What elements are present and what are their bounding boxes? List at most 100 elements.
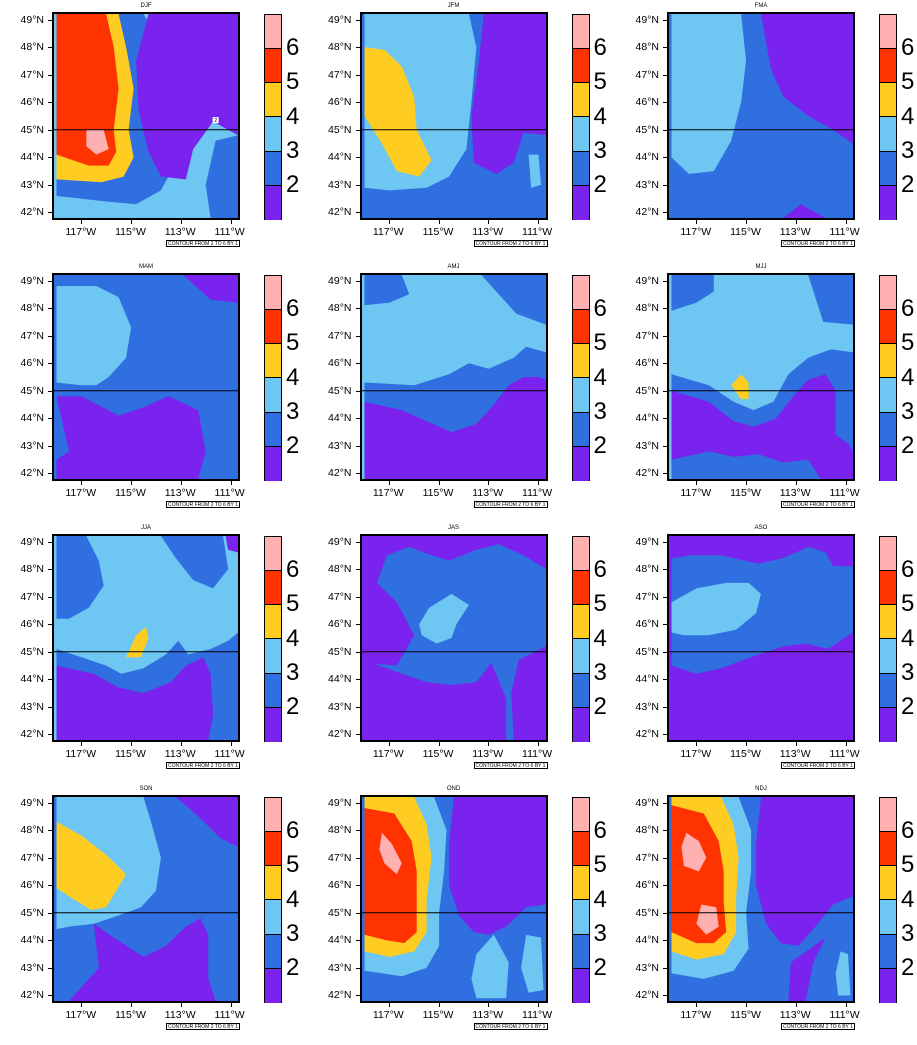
colorbar-swatch [880, 15, 896, 50]
lat-tick [663, 885, 667, 887]
lat-tick [663, 212, 667, 214]
lon-label: 113°W [779, 487, 811, 499]
contour-info-label: CONTOUR FROM 2 TO 6 BY 1 [473, 1023, 548, 1030]
map-panel-jfm: JFM 49°N 48°N 47°N 46°N 45°N 44°N 43°N 42°N 117°W… [308, 2, 608, 262]
contour-region-level-3 [528, 154, 541, 188]
colorbar-swatch [265, 310, 281, 345]
lat-label: 45°N [20, 906, 44, 919]
lat-tick [355, 651, 360, 653]
colorbar-label: 6 [593, 295, 607, 323]
lat-tick [663, 995, 667, 997]
lon-label: 117°W [65, 487, 97, 499]
lat-label: 47°N [328, 590, 352, 603]
lat-label: 45°N [20, 645, 44, 658]
lon-label: 117°W [372, 748, 404, 760]
lat-tick [355, 802, 360, 804]
lat-tick [663, 624, 667, 626]
colorbar-label: 5 [593, 851, 607, 879]
colorbar [879, 275, 897, 481]
colorbar-label: 3 [286, 397, 300, 425]
map-panel-mjj: MJJ 49°N 48°N 47°N 46°N 45°N 44°N 43°N 42°N 117°W… [615, 263, 915, 523]
contour-region-level-2 [205, 135, 238, 218]
lon-label: 113°W [472, 226, 504, 238]
lon-tick [230, 220, 232, 224]
contour-info-label: CONTOUR FROM 2 TO 6 BY 1 [473, 501, 548, 508]
lat-label: 43°N [328, 439, 352, 452]
colorbar-swatch [572, 605, 589, 640]
lat-label: 44°N [635, 412, 659, 425]
lat-label: 43°N [635, 700, 659, 713]
lon-tick [81, 220, 83, 224]
svg-text:2: 2 [214, 118, 217, 124]
contour-region-level-2 [160, 536, 229, 589]
colorbar [571, 797, 590, 1003]
lon-tick [230, 742, 232, 746]
colorbar-swatch [572, 571, 589, 606]
contour-region-level-1 [470, 14, 546, 174]
lon-tick [845, 220, 847, 224]
lat-tick [48, 308, 52, 310]
colorbar-swatch [880, 934, 896, 969]
lat-label: 42°N [328, 728, 352, 741]
lat-tick [663, 940, 667, 942]
lat-label: 46°N [328, 96, 352, 109]
lat-tick [663, 830, 667, 832]
colorbar-swatch [265, 117, 281, 152]
lat-label: 46°N [20, 357, 44, 370]
lat-tick [48, 129, 52, 131]
lat-label: 43°N [328, 178, 352, 191]
lon-tick [746, 220, 748, 224]
colorbar-swatch [572, 83, 589, 118]
lat-tick [663, 102, 667, 104]
colorbar-label: 2 [593, 431, 607, 459]
lat-tick [355, 390, 360, 392]
colorbar-label: 6 [901, 556, 915, 584]
contour-region-level-5 [364, 808, 417, 944]
colorbar-swatch [880, 537, 896, 572]
lat-label: 45°N [20, 384, 44, 397]
colorbar-label: 3 [286, 658, 300, 686]
lat-tick [48, 679, 52, 681]
map-panel-jja: JJA 49°N 48°N 47°N 46°N 45°N 44°N 43°N 42°N 117°W… [0, 524, 300, 784]
contour-region-level-3 [671, 582, 761, 636]
lon-tick [795, 1003, 797, 1007]
colorbar-label: 4 [901, 102, 915, 130]
lat-tick [355, 679, 360, 681]
contour-region-level-1 [783, 204, 826, 218]
lon-label: 115°W [115, 748, 146, 760]
lon-tick [180, 742, 182, 746]
contour-info-label: CONTOUR FROM 2 TO 6 BY 1 [473, 240, 548, 247]
lat-label: 42°N [635, 989, 659, 1002]
lon-tick [538, 220, 540, 224]
colorbar-label: 3 [901, 658, 915, 686]
colorbar-label: 2 [286, 431, 300, 459]
contour-map: 2 [52, 12, 240, 220]
lon-label: 115°W [115, 1009, 146, 1021]
lat-tick [663, 418, 667, 420]
lat-label: 47°N [328, 329, 352, 342]
contour-region-level-1 [756, 797, 853, 946]
colorbar-swatch [880, 707, 896, 742]
map-panel-jas: JAS 49°N 48°N 47°N 46°N 45°N 44°N 43°N 42°N 117°W… [308, 524, 608, 784]
colorbar-label: 4 [286, 624, 300, 652]
colorbar-swatch [265, 639, 281, 674]
contour-info-label: CONTOUR FROM 2 TO 6 BY 1 [166, 1023, 240, 1030]
lat-label: 49°N [20, 274, 44, 287]
lat-tick [355, 541, 360, 543]
colorbar-label: 6 [286, 34, 300, 62]
lat-tick [48, 363, 52, 365]
lat-label: 44°N [20, 934, 44, 947]
colorbar-swatch [880, 605, 896, 640]
lon-tick [388, 1003, 390, 1007]
lon-tick [131, 1003, 133, 1007]
lat-label: 47°N [635, 590, 659, 603]
lat-tick [663, 19, 667, 21]
lat-tick [663, 445, 667, 447]
lat-tick [355, 212, 360, 214]
colorbar-label: 5 [901, 590, 915, 618]
contour-region-level-3 [671, 14, 747, 174]
colorbar-swatch [880, 571, 896, 606]
colorbar-swatch [265, 446, 281, 481]
lat-tick [355, 308, 360, 310]
